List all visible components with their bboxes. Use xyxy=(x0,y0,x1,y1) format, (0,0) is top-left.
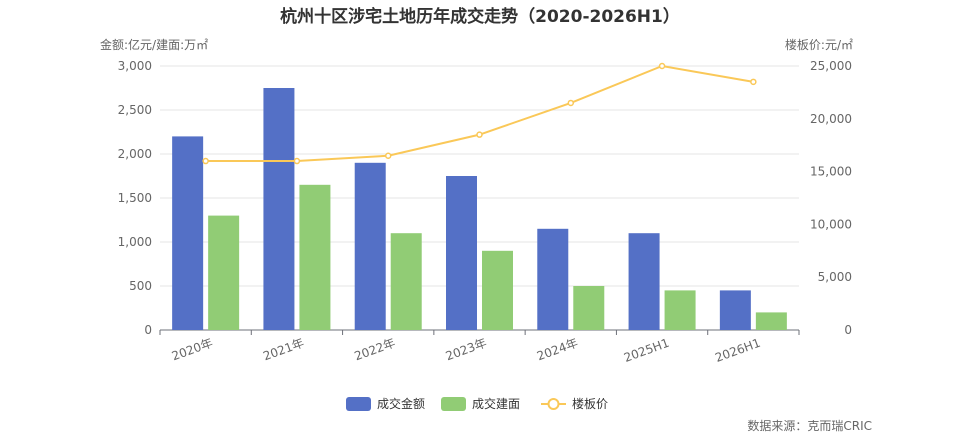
bar-成交金额 xyxy=(628,233,660,330)
bar-成交金额 xyxy=(446,176,477,330)
bar-成交建面 xyxy=(208,215,240,330)
x-axis: 2020年 2021年 2022年 2023年 2024年 2025H1 2026H1 xyxy=(159,329,800,365)
left-tick-label: 1,000 xyxy=(118,235,152,249)
x-tick-label: 2022年 xyxy=(352,336,397,364)
left-tick-label: 0 xyxy=(144,323,152,337)
bar-成交金额 xyxy=(537,228,569,330)
bar-成交建面 xyxy=(390,233,422,330)
source-note: 数据来源：克而瑞CRIC xyxy=(747,418,872,433)
legend: 成交金额 成交建面 楼板价 xyxy=(346,396,608,411)
left-axis-ticks: 0 500 1,000 1,500 2,000 2,500 3,000 xyxy=(118,59,152,337)
bar-成交金额 xyxy=(172,136,204,330)
right-axis-ticks: 0 5,000 10,000 15,000 20,000 25,000 xyxy=(810,59,852,337)
legend-label[interactable]: 成交建面 xyxy=(472,396,520,411)
left-tick-label: 500 xyxy=(129,279,152,293)
left-tick-label: 2,500 xyxy=(118,103,152,117)
x-tick-label: 2020年 xyxy=(170,336,215,364)
right-tick-label: 15,000 xyxy=(810,165,852,179)
line-point xyxy=(384,152,392,160)
right-tick-label: 20,000 xyxy=(810,112,852,126)
right-tick-label: 5,000 xyxy=(818,270,852,284)
bar-成交建面 xyxy=(573,286,605,330)
line-point xyxy=(658,62,666,70)
bar-成交建面 xyxy=(755,312,787,330)
left-tick-label: 3,000 xyxy=(118,59,152,73)
legend-swatch-marker[interactable] xyxy=(547,398,560,410)
x-tick-label: 2023年 xyxy=(444,336,489,364)
x-tick-label: 2024年 xyxy=(535,336,580,364)
bar-成交建面 xyxy=(664,290,696,330)
bar-成交金额 xyxy=(719,290,751,330)
legend-swatch[interactable] xyxy=(346,397,371,411)
x-tick-label: 2021年 xyxy=(261,336,306,364)
chart-title: 杭州十区涉宅土地历年成交走势（2020-2026H1） xyxy=(280,6,680,27)
bar-成交建面 xyxy=(482,250,513,330)
bar-成交金额 xyxy=(354,162,386,330)
line-point xyxy=(202,157,209,165)
line-point xyxy=(476,131,483,138)
left-tick-label: 2,000 xyxy=(118,147,152,161)
legend-swatch[interactable] xyxy=(441,397,466,411)
bar-成交建面 xyxy=(299,184,331,330)
left-axis-label: 金额:亿元/建面:万㎡ xyxy=(100,37,208,52)
x-tick-label: 2025H1 xyxy=(622,336,671,365)
line-point xyxy=(750,78,757,86)
legend-label[interactable]: 成交金额 xyxy=(377,396,425,411)
legend-label[interactable]: 楼板价 xyxy=(572,396,608,411)
line-series xyxy=(202,62,757,165)
right-tick-label: 10,000 xyxy=(810,217,852,231)
bar-成交金额 xyxy=(263,88,295,330)
right-tick-label: 25,000 xyxy=(810,59,852,73)
gridlines xyxy=(160,65,799,287)
left-tick-label: 1,500 xyxy=(118,191,152,205)
x-tick-label: 2026H1 xyxy=(713,336,762,365)
right-axis-label: 楼板价:元/㎡ xyxy=(785,37,853,52)
right-tick-label: 0 xyxy=(844,323,852,337)
bar-series xyxy=(172,88,787,330)
line-point xyxy=(293,157,301,165)
line-point xyxy=(567,99,575,107)
